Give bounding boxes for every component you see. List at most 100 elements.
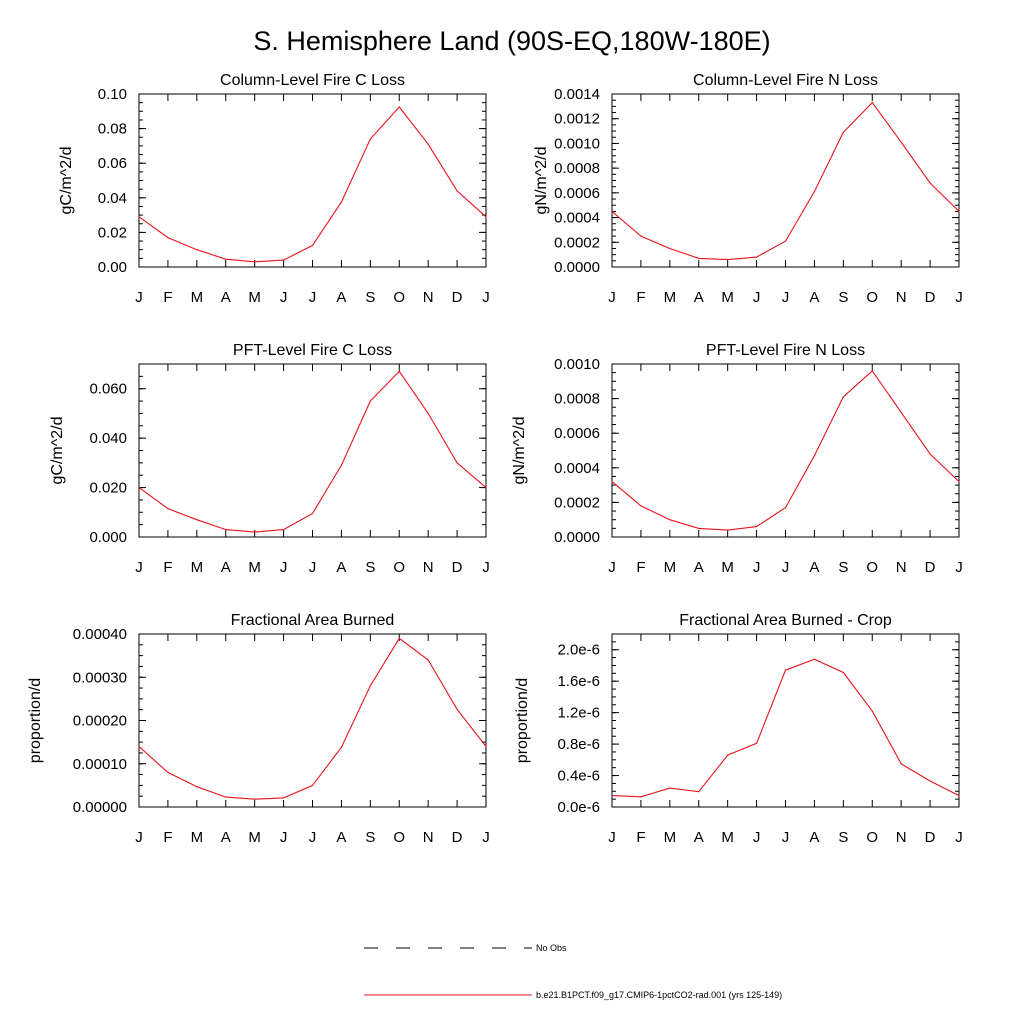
y-tick-label: 1.2e-6 [557, 705, 600, 722]
data-point [398, 106, 400, 108]
y-tick-label: 0.0008 [554, 391, 600, 408]
data-point [813, 191, 816, 193]
x-tick-label: F [163, 289, 172, 306]
series-line [611, 658, 960, 798]
data-point [427, 143, 429, 145]
data-point [929, 453, 931, 455]
x-tick-label: S [365, 829, 375, 846]
x-tick-label: D [925, 289, 936, 306]
y-tick-label: 0.0014 [554, 86, 600, 103]
x-tick-label: J [753, 829, 761, 846]
x-tick-label: F [636, 829, 645, 846]
data-point [311, 512, 314, 515]
x-tick-label: A [809, 289, 819, 306]
x-tick-label: A [336, 289, 346, 306]
x-tick-label: D [925, 829, 936, 846]
data-point [340, 464, 343, 466]
x-tick-label: M [721, 559, 734, 576]
y-tick-label: 0.0000 [554, 259, 600, 276]
data-point [225, 528, 227, 531]
series-line [611, 101, 960, 261]
series-line [611, 370, 960, 531]
data-point [167, 236, 169, 239]
x-tick-label: J [482, 829, 490, 846]
data-point [900, 141, 902, 143]
y-tick-label: 0.060 [89, 381, 127, 398]
x-tick-label: J [608, 829, 616, 846]
data-point [311, 244, 314, 246]
y-tick-label: 0.000 [89, 529, 127, 546]
x-tick-label: A [221, 289, 231, 306]
x-tick-label: M [191, 559, 204, 576]
y-tick-label: 0.10 [98, 86, 127, 103]
y-axis-label: gC/m^2/d [58, 147, 75, 215]
x-tick-label: J [135, 829, 143, 846]
x-tick-label: J [280, 559, 288, 576]
data-point [929, 780, 931, 782]
x-tick-label: J [753, 559, 761, 576]
x-tick-label: J [782, 559, 790, 576]
y-tick-label: 1.6e-6 [557, 673, 600, 690]
data-point [340, 746, 343, 748]
x-tick-label: A [809, 559, 819, 576]
y-tick-label: 0.04 [98, 190, 127, 207]
y-tick-label: 0.040 [89, 430, 127, 447]
data-point [900, 763, 902, 765]
y-tick-label: 0.0012 [554, 111, 600, 128]
x-tick-label: S [365, 559, 375, 576]
x-tick-label: N [423, 289, 434, 306]
data-point [369, 138, 371, 140]
data-point [871, 102, 873, 104]
x-tick-label: O [866, 559, 878, 576]
data-point [282, 797, 285, 799]
y-tick-label: 0.00030 [73, 669, 127, 686]
x-tick-label: J [955, 289, 963, 306]
x-tick-label: F [636, 289, 645, 306]
data-point [254, 261, 256, 263]
data-point [640, 796, 642, 798]
data-point [669, 787, 671, 789]
panel-title: Fractional Area Burned [231, 612, 395, 629]
x-tick-label: J [955, 559, 963, 576]
data-point [138, 486, 140, 489]
y-tick-label: 0.0006 [554, 425, 600, 442]
data-point [138, 216, 140, 218]
data-point [842, 396, 844, 398]
data-point [611, 794, 613, 797]
y-tick-label: 0.0002 [554, 494, 600, 511]
x-tick-label: F [163, 829, 172, 846]
x-tick-label: S [365, 289, 375, 306]
y-tick-label: 0.0004 [554, 460, 600, 477]
y-tick-label: 0.0010 [554, 356, 600, 373]
data-point [813, 658, 816, 660]
data-point [282, 528, 285, 531]
y-tick-label: 2.0e-6 [557, 642, 600, 659]
plot-frame [138, 93, 487, 268]
data-point [282, 259, 285, 261]
data-point [225, 258, 227, 260]
x-tick-label: A [809, 829, 819, 846]
x-tick-label: F [636, 559, 645, 576]
data-point [640, 505, 642, 507]
data-point [311, 784, 314, 786]
y-tick-label: 0.02 [98, 224, 127, 241]
plot-frame [611, 363, 960, 538]
y-tick-label: 0.0e-6 [557, 799, 600, 816]
data-point [167, 771, 169, 774]
panel-title: Column-Level Fire C Loss [220, 72, 405, 89]
data-point [669, 519, 671, 521]
y-tick-label: 0.0008 [554, 160, 600, 177]
data-point [611, 481, 613, 483]
data-point [958, 210, 960, 212]
x-tick-label: M [248, 289, 261, 306]
legend-label-obs: No Obs [536, 943, 567, 953]
data-point [871, 710, 873, 712]
data-point [254, 531, 256, 533]
data-point [225, 796, 227, 798]
x-tick-label: M [248, 559, 261, 576]
y-tick-label: 0.0002 [554, 234, 600, 251]
data-point [398, 370, 400, 373]
